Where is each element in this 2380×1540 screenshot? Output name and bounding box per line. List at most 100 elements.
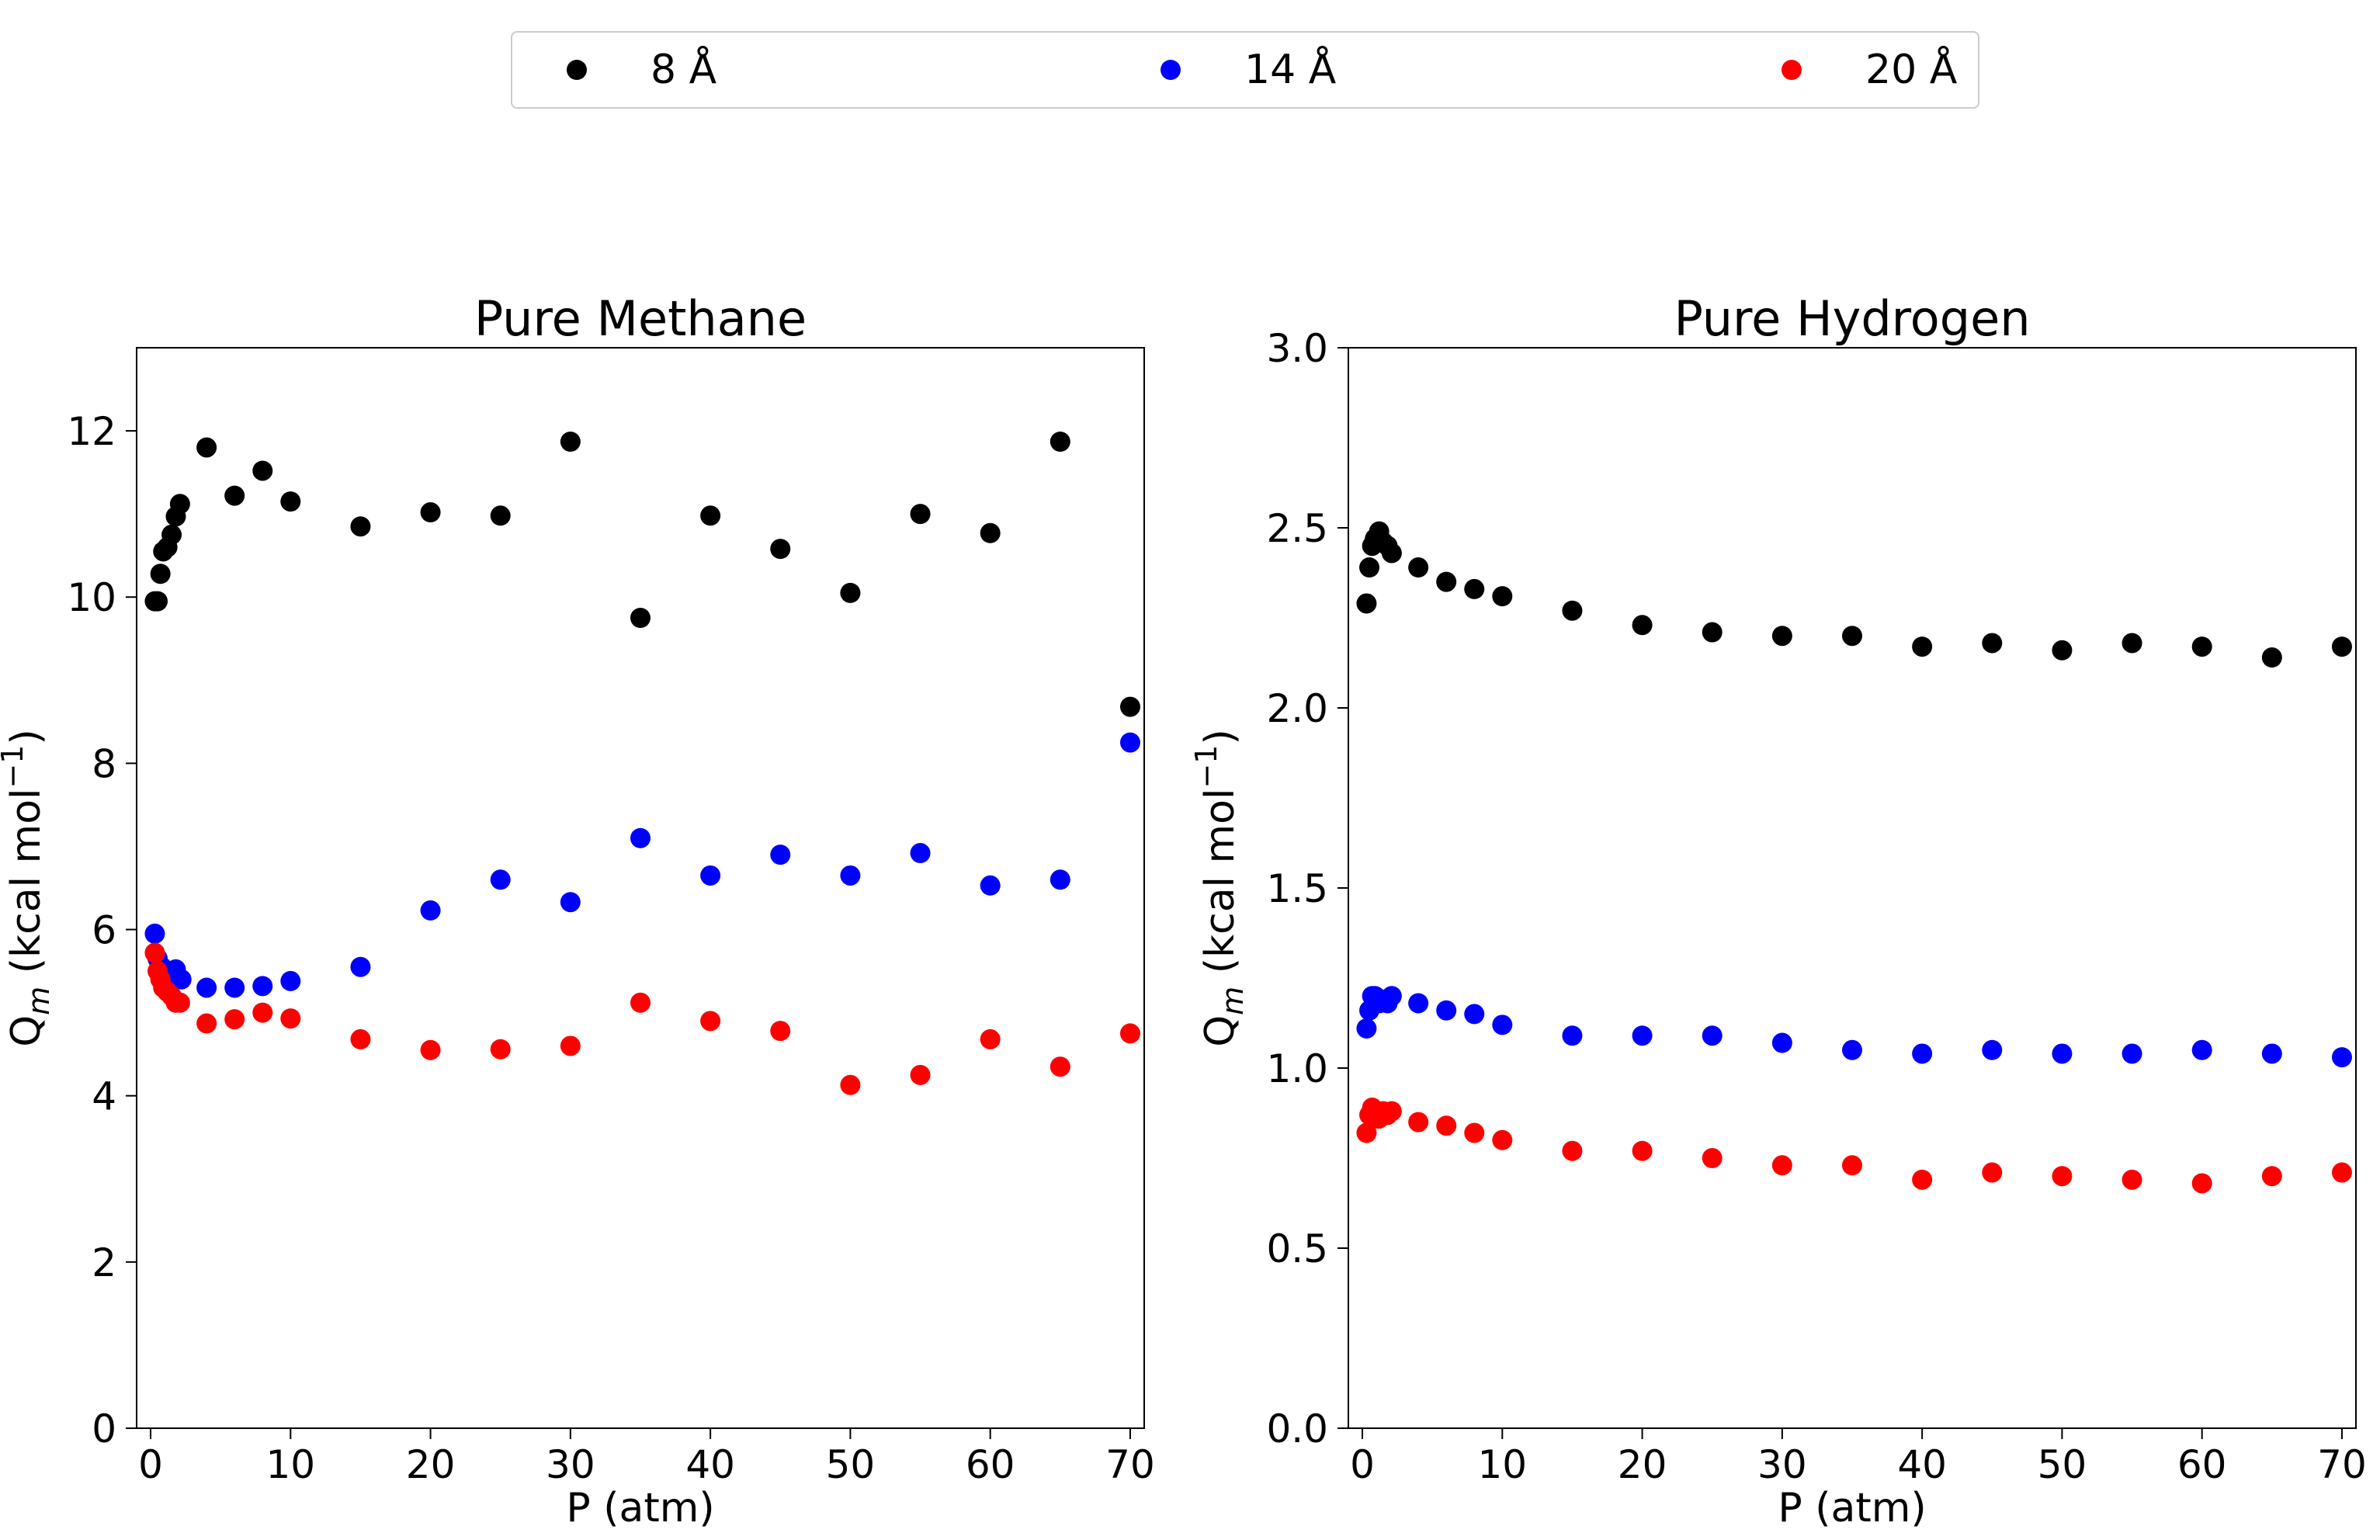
data-point	[1702, 1148, 1723, 1168]
data-point	[770, 1021, 791, 1042]
x-tick-label: 0	[1350, 1442, 1375, 1487]
y-tick-label: 0	[92, 1406, 116, 1452]
y-tick-label: 2.5	[1266, 506, 1328, 551]
data-point	[910, 504, 931, 525]
data-point	[1842, 626, 1862, 647]
data-point	[2122, 633, 2142, 654]
y-tick-label: 4	[92, 1074, 116, 1119]
y-tick-label: 3.0	[1266, 326, 1328, 371]
data-point	[1119, 732, 1140, 753]
y-tick-label: 1.5	[1266, 866, 1328, 911]
chart-title: Pure Methane	[474, 290, 807, 347]
legend-marker-8A	[567, 60, 587, 80]
data-point	[1492, 1129, 1513, 1150]
chart-title: Pure Hydrogen	[1674, 290, 2030, 347]
data-point	[1464, 578, 1485, 599]
data-point	[2331, 1162, 2352, 1183]
data-point	[1771, 626, 1792, 647]
data-point	[280, 970, 301, 991]
data-point	[144, 942, 165, 963]
data-point	[1632, 615, 1653, 636]
data-point	[1359, 557, 1380, 578]
x-tick-label: 60	[966, 1442, 1015, 1487]
data-point	[490, 869, 511, 890]
data-point	[1381, 543, 1402, 564]
data-point	[420, 1039, 441, 1060]
y-label-unit: (kcal mol	[3, 789, 50, 987]
data-point	[2052, 1043, 2073, 1064]
x-tick-label: 60	[2177, 1442, 2227, 1487]
x-tick-label: 50	[2038, 1442, 2087, 1487]
data-point	[1436, 571, 1457, 592]
data-point	[1464, 1122, 1485, 1143]
x-tick-label: 70	[1105, 1442, 1155, 1487]
data-point	[2052, 1166, 2073, 1187]
data-point	[630, 827, 651, 848]
legend-entry-20A: 20 Å	[1782, 33, 1957, 107]
series-20A	[1356, 1098, 2352, 1194]
y-tick-label: 8	[92, 741, 116, 786]
data-point	[1049, 431, 1070, 452]
data-point	[1436, 1000, 1457, 1021]
data-point	[560, 892, 581, 913]
data-point	[196, 437, 217, 458]
y-label-q: Q	[1197, 1015, 1244, 1047]
x-tick-label: 70	[2317, 1442, 2367, 1487]
y-tick-label: 0.0	[1266, 1406, 1328, 1452]
y-axis-label: Qm (kcal mol−1)	[0, 729, 56, 1047]
data-point	[1632, 1140, 1653, 1161]
legend-label-20A: 20 Å	[1865, 47, 1958, 93]
data-point	[350, 516, 371, 537]
data-point	[1356, 1018, 1377, 1039]
y-label-subscript: m	[22, 987, 56, 1015]
data-point	[2122, 1169, 2142, 1190]
data-point	[1842, 1039, 1862, 1060]
x-tick-label: 20	[406, 1442, 456, 1487]
y-label-unit: (kcal mol	[1197, 789, 1244, 987]
data-point	[171, 969, 192, 990]
data-point	[144, 923, 165, 944]
data-point	[224, 485, 245, 506]
series-14A	[1356, 986, 2352, 1068]
data-point	[490, 505, 511, 526]
y-label-superscript: −1	[1189, 745, 1223, 789]
data-point	[1049, 869, 1070, 890]
data-point	[252, 1002, 273, 1023]
y-tick-label: 2	[92, 1240, 116, 1285]
x-tick-label: 40	[685, 1442, 735, 1487]
data-point	[1982, 633, 2003, 654]
data-point	[980, 1028, 1001, 1049]
data-point	[150, 564, 171, 584]
data-point	[1562, 1140, 1583, 1161]
data-point	[224, 977, 245, 998]
data-point	[700, 865, 721, 886]
data-point	[224, 1009, 245, 1030]
data-point	[910, 843, 931, 864]
data-point	[252, 976, 273, 997]
data-point	[1982, 1039, 2003, 1060]
data-point	[169, 992, 190, 1013]
plot-frame	[1348, 347, 2357, 1429]
data-point	[169, 494, 190, 515]
legend-marker-20A	[1782, 60, 1802, 80]
data-point	[1562, 1025, 1583, 1046]
data-point	[2191, 1173, 2212, 1194]
data-point	[560, 431, 581, 452]
x-tick-label: 40	[1897, 1442, 1947, 1487]
data-point	[630, 608, 651, 628]
data-point	[1771, 1155, 1792, 1176]
data-point	[161, 524, 182, 545]
series-14A	[144, 732, 1140, 998]
x-tick-label: 0	[138, 1442, 163, 1487]
data-point	[1381, 986, 1402, 1007]
chart-hydrogen: 0 10 20 30 40 50 60 70 0.0 0.5 1.0 1.5 2.0 2.5 3.0 Pure…	[1189, 290, 2367, 1531]
data-point	[1492, 1015, 1513, 1035]
x-tick-label: 20	[1618, 1442, 1667, 1487]
y-axis-label: Qm (kcal mol−1)	[1189, 729, 1250, 1047]
data-point	[1771, 1032, 1792, 1053]
data-point	[420, 502, 441, 523]
data-point	[1408, 993, 1429, 1014]
data-point	[1436, 1115, 1457, 1136]
data-point	[1912, 1043, 1933, 1064]
data-point	[980, 875, 1001, 896]
